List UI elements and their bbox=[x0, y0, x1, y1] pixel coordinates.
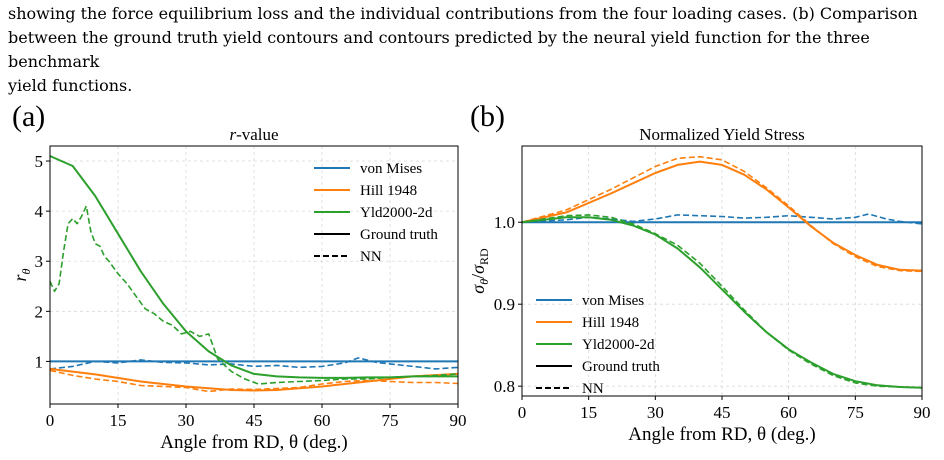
yield-series-hill-1948-solid bbox=[521, 160, 923, 272]
yield-xtick-label: 0 bbox=[518, 403, 527, 422]
yield-ytick-label: 0.8 bbox=[494, 377, 515, 396]
yield-ytick-label: 0.9 bbox=[494, 295, 515, 314]
rvalue-title: r-value bbox=[229, 125, 278, 144]
rvalue-ytick-label: 5 bbox=[35, 152, 44, 171]
panel-label-a: (a) bbox=[12, 100, 46, 133]
rvalue-legend-label: Ground truth bbox=[360, 227, 438, 243]
yield-xlabel: Angle from RD, θ (deg.) bbox=[628, 424, 815, 445]
rvalue-legend-label: von Mises bbox=[360, 161, 422, 177]
yield-ylabel: σθ/σRD bbox=[468, 248, 491, 294]
panel-label-b: (b) bbox=[470, 100, 505, 133]
rvalue-xtick-label: 30 bbox=[178, 411, 195, 430]
rvalue-ytick-label: 2 bbox=[35, 302, 44, 321]
yield-legend-label: Hill 1948 bbox=[582, 315, 639, 331]
yield-series-yld2000-2d-solid bbox=[521, 216, 923, 389]
yield-legend-label: NN bbox=[582, 381, 604, 397]
yield-ytick-label: 1.0 bbox=[494, 213, 515, 232]
caption-line: between the ground truth yield contours … bbox=[8, 28, 870, 71]
caption-line: yield functions. bbox=[8, 76, 133, 95]
figure-caption: showing the force equilibrium loss and t… bbox=[8, 2, 936, 98]
yield-xtick-label: 90 bbox=[914, 403, 931, 422]
rvalue-legend-label: Hill 1948 bbox=[360, 183, 417, 199]
yield-xtick-label: 15 bbox=[580, 403, 597, 422]
yield-xtick-label: 30 bbox=[647, 403, 664, 422]
rvalue-ytick-label: 4 bbox=[35, 202, 44, 221]
rvalue-ytick-label: 3 bbox=[35, 252, 44, 271]
yield-xtick-label: 45 bbox=[714, 403, 731, 422]
rvalue-series-hill-1948-dashed bbox=[49, 369, 459, 393]
rvalue-xtick-label: 60 bbox=[314, 411, 331, 430]
rvalue-ylabel: rθ bbox=[10, 268, 33, 281]
rvalue-legend-label: NN bbox=[360, 249, 382, 265]
rvalue-xlabel: Angle from RD, θ (deg.) bbox=[160, 432, 347, 453]
rvalue-series-von-mises-dashed bbox=[49, 357, 459, 370]
yield-xtick-label: 75 bbox=[847, 403, 864, 422]
yield-legend-label: von Mises bbox=[582, 293, 644, 309]
rvalue-xtick-label: 0 bbox=[46, 411, 55, 430]
yield-legend-label: Yld2000-2d bbox=[582, 337, 655, 353]
rvalue-xtick-label: 75 bbox=[382, 411, 399, 430]
rvalue-xtick-label: 15 bbox=[110, 411, 127, 430]
rvalue-series-hill-1948-solid bbox=[49, 367, 459, 392]
yield-series-hill-1948-dashed bbox=[521, 155, 923, 273]
rvalue-xtick-label: 45 bbox=[246, 411, 263, 430]
yield-series-yld2000-2d-dashed bbox=[521, 214, 923, 389]
rvalue-series-yld2000-2d-dashed bbox=[49, 205, 459, 385]
yield-title: Normalized Yield Stress bbox=[639, 125, 805, 144]
rvalue-legend-label: Yld2000-2d bbox=[360, 205, 433, 221]
yield-xtick-label: 60 bbox=[780, 403, 797, 422]
rvalue-xtick-label: 90 bbox=[450, 411, 467, 430]
yield-legend-label: Ground truth bbox=[582, 359, 660, 375]
caption-line: showing the force equilibrium loss and t… bbox=[8, 4, 918, 23]
rvalue-ytick-label: 1 bbox=[35, 352, 44, 371]
